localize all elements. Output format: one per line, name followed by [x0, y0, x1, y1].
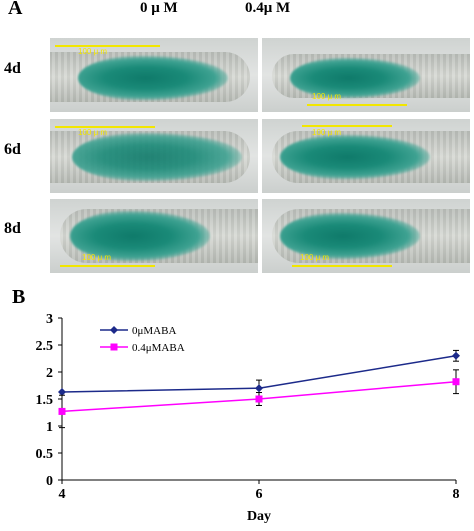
- x-tick-label: 4: [59, 487, 66, 502]
- micrograph-8d-0.4uM: 100 μ m: [262, 199, 470, 273]
- panel-a-letter: A: [8, 0, 23, 19]
- data-point: [255, 384, 263, 393]
- line-chart: 0 0.5 1 1.5 2 2.5 3 4 6 8 Day 0μMABA 0.4μMABA: [36, 312, 460, 524]
- scale-label: 100 μ m: [78, 47, 108, 56]
- y-tick-label: 3: [46, 312, 53, 327]
- y-tick-label: 2.5: [36, 339, 54, 354]
- micrograph-4d-0uM: 100 μ m: [50, 38, 258, 112]
- micrograph-6d-0.4uM: 100 μ m: [262, 119, 470, 193]
- chart-axes: 0 0.5 1 1.5 2 2.5 3 4 6 8 Day: [36, 312, 460, 524]
- micrograph-8d-0uM: 100 μ m: [50, 199, 258, 273]
- y-tick-label: 0.5: [36, 447, 54, 462]
- scale-label: 100 μ m: [300, 253, 330, 262]
- y-tick-label: 1: [46, 420, 53, 435]
- legend-marker: [110, 343, 118, 351]
- y-tick-label: 2: [46, 366, 53, 381]
- y-tick-label: 1.5: [36, 393, 54, 408]
- x-axis-title: Day: [247, 509, 271, 524]
- legend-label: 0μMABA: [132, 325, 176, 337]
- legend-marker: [110, 326, 118, 334]
- row-header-6d: 6d: [4, 141, 21, 158]
- scale-label: 100 μ m: [312, 128, 342, 137]
- x-tick-label: 6: [256, 487, 263, 502]
- y-tick-label: 0: [46, 474, 53, 489]
- column-header-0uM: 0 μ M: [140, 0, 178, 16]
- scale-label: 100 μ m: [78, 128, 108, 137]
- scale-label: 100 μ m: [82, 253, 112, 262]
- row-header-4d: 4d: [4, 60, 21, 77]
- panel-b-letter: B: [12, 286, 26, 308]
- data-point: [452, 378, 460, 386]
- data-point: [58, 407, 66, 415]
- chart-legend: 0μMABA 0.4μMABA: [100, 325, 185, 354]
- data-point: [58, 387, 66, 396]
- column-header-0.4uM: 0.4μ M: [245, 0, 291, 16]
- scale-label: 100 μ m: [312, 92, 342, 101]
- data-point: [255, 395, 263, 403]
- micrograph-6d-0uM: 100 μ m: [50, 119, 258, 193]
- chart-series: [58, 349, 460, 429]
- data-point: [452, 351, 460, 360]
- micrograph-4d-0.4uM: 100 μ m: [262, 38, 470, 112]
- row-header-8d: 8d: [4, 220, 21, 237]
- legend-label: 0.4μMABA: [132, 342, 185, 354]
- x-tick-label: 8: [453, 487, 460, 502]
